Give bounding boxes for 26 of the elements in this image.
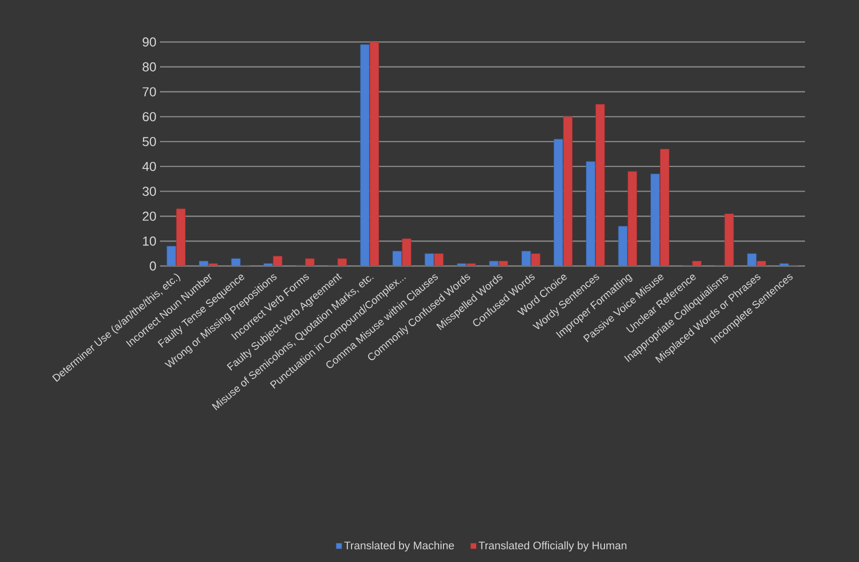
y-tick-label: 50 <box>142 136 156 146</box>
bar <box>628 171 638 266</box>
y-tick-label: 80 <box>142 62 156 72</box>
bar <box>660 148 670 266</box>
y-tick-label: 0 <box>150 261 156 271</box>
bar <box>360 44 370 266</box>
bar <box>586 161 596 266</box>
y-tick-label: 90 <box>142 37 156 47</box>
y-tick-label: 10 <box>143 236 156 246</box>
bar <box>650 174 660 266</box>
bar <box>563 116 573 266</box>
y-tick-label: 60 <box>142 112 156 122</box>
legend-label: Translated by Machine <box>344 541 454 552</box>
bar <box>176 208 186 266</box>
y-tick-label: 40 <box>142 162 156 172</box>
bar <box>370 42 380 266</box>
bar <box>618 226 628 266</box>
bar <box>554 138 564 266</box>
legend-label: Translated Officially by Human <box>478 541 626 552</box>
bar <box>166 246 176 266</box>
bar <box>724 214 734 266</box>
bar <box>402 238 412 266</box>
y-tick-label: 70 <box>142 87 156 96</box>
bar <box>595 104 605 266</box>
y-tick-label: 20 <box>142 212 156 221</box>
y-tick-label: 30 <box>142 186 156 196</box>
